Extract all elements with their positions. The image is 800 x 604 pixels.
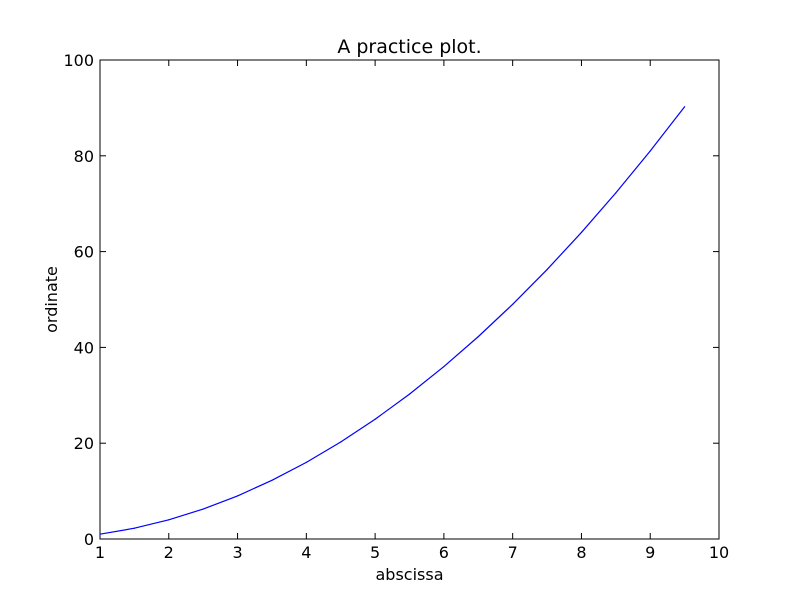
- y-tick-label: 60: [74, 243, 94, 262]
- series-layer: [99, 106, 686, 535]
- data-point: [684, 106, 686, 108]
- y-axis-label: ordinate: [42, 266, 61, 333]
- x-tick-label: 8: [576, 543, 586, 562]
- data-point: [615, 192, 617, 194]
- data-point: [649, 150, 651, 152]
- data-point: [236, 495, 239, 497]
- data-point: [408, 393, 411, 395]
- x-tick-label: 9: [645, 543, 655, 562]
- x-tick-label: 4: [301, 543, 311, 562]
- data-point: [477, 336, 479, 338]
- data-point: [374, 418, 376, 420]
- series-line: [99, 106, 686, 535]
- data-point: [443, 365, 445, 368]
- data-point: [271, 479, 273, 481]
- data-point: [546, 268, 548, 271]
- data-point: [168, 519, 170, 521]
- y-tick-label: 40: [74, 338, 94, 357]
- y-tick-label: 80: [74, 147, 94, 166]
- data-point: [512, 303, 514, 305]
- x-tick-label: 2: [164, 543, 174, 562]
- x-tick-label: 6: [439, 543, 449, 562]
- x-tick-label: 10: [709, 543, 729, 562]
- x-tick-label: 1: [95, 543, 105, 562]
- y-axis-ticks: 0 20 40 60 80 100: [63, 51, 719, 549]
- x-tick-label: 3: [232, 543, 242, 562]
- data-point: [580, 231, 583, 234]
- x-axis-label: abscissa: [375, 565, 443, 584]
- x-tick-label: 7: [508, 543, 518, 562]
- x-axis-ticks: 1 2 3 4 5 6 7 8 9 10: [95, 60, 729, 562]
- data-point: [305, 461, 307, 463]
- x-tick-label: 5: [370, 543, 380, 562]
- y-tick-label: 0: [84, 530, 94, 549]
- chart-title: A practice plot.: [337, 36, 481, 58]
- data-point: [340, 441, 342, 443]
- data-point: [202, 508, 204, 510]
- data-point: [99, 533, 101, 535]
- plot-frame: [99, 59, 720, 540]
- y-tick-label: 100: [63, 51, 94, 70]
- y-tick-label: 20: [74, 434, 94, 453]
- data-point: [133, 527, 135, 529]
